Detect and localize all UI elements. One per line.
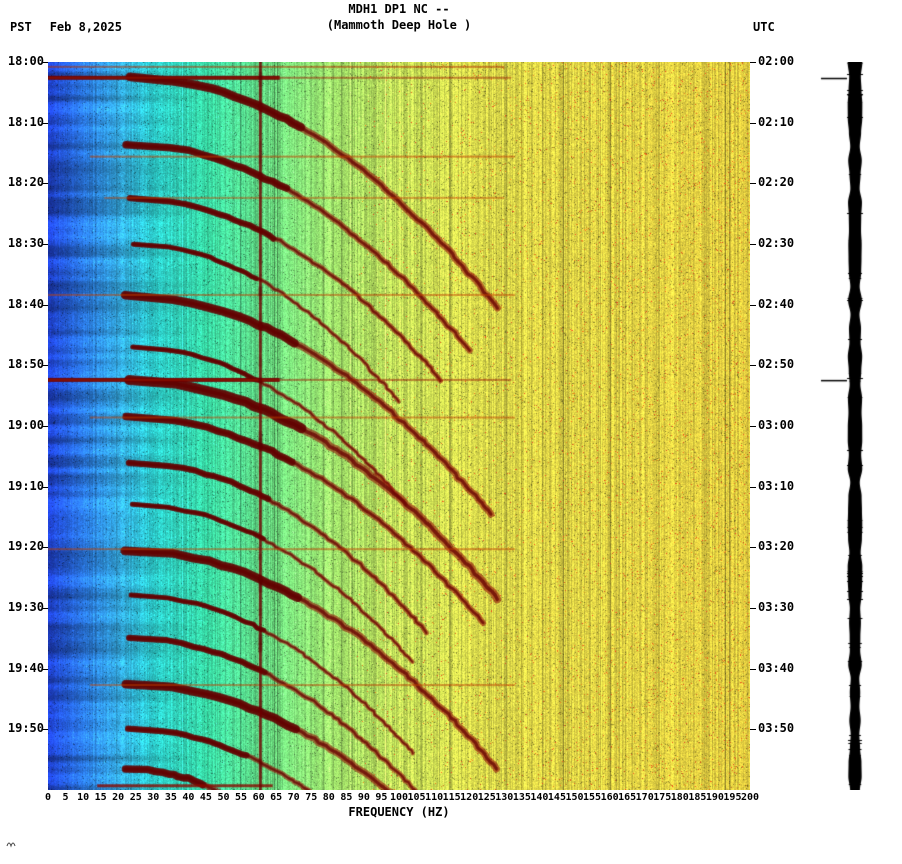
frequency-tick-label: 120 — [460, 792, 479, 803]
left-time-label: 19:30 — [7, 600, 44, 614]
right-time-label: 03:30 — [758, 600, 795, 614]
right-time-label: 02:30 — [758, 236, 795, 250]
right-axis-tick — [750, 62, 756, 63]
left-time-label: 19:50 — [7, 721, 44, 736]
right-axis-tick — [750, 304, 756, 306]
right-axis-tick — [750, 547, 756, 549]
right-axis-tick — [750, 668, 756, 670]
frequency-tick-label: 100 — [389, 792, 409, 803]
right-axis-tick — [750, 426, 756, 427]
left-time-label: 18:20 — [7, 175, 44, 190]
right-axis-tick — [750, 365, 756, 367]
timezone-right-label: UTC — [753, 20, 775, 34]
frequency-tick-label: 170 — [635, 792, 654, 803]
frequency-tick-label: 180 — [670, 792, 689, 803]
frequency-tick-label: 130 — [495, 792, 514, 803]
left-time-label: 18:40 — [7, 296, 44, 311]
frequency-tick-label: 165 — [618, 792, 637, 803]
frequency-tick-label: 90 — [357, 792, 370, 803]
frequency-tick-label: 135 — [512, 792, 531, 803]
frequency-axis-label: FREQUENCY (HZ) — [348, 805, 450, 819]
right-time-label: 02:50 — [758, 357, 795, 372]
left-time-label: 18:50 — [7, 357, 44, 372]
left-time-label: 18:30 — [7, 236, 44, 250]
frequency-tick-label: 10 — [77, 792, 90, 803]
right-axis-tick — [750, 183, 756, 185]
header-left: PST Feb 8,2025 — [10, 20, 122, 34]
frequency-tick-label: 5 — [62, 792, 69, 803]
right-axis-tick — [750, 608, 756, 609]
right-time-label: 03:50 — [758, 721, 795, 736]
timezone-left-label: PST — [10, 20, 32, 34]
frequency-tick-label: 30 — [147, 792, 160, 803]
frequency-tick-label: 200 — [740, 792, 760, 803]
frequency-tick-label: 185 — [688, 792, 707, 803]
right-axis-tick — [750, 122, 756, 124]
station-title: MDH1 DP1 NC -- — [348, 2, 450, 16]
spectrogram-heatmap — [48, 62, 750, 790]
right-time-label: 03:20 — [758, 539, 795, 554]
seismogram-amplitude-bar — [818, 62, 864, 790]
frequency-tick-label: 20 — [112, 792, 125, 803]
frequency-tick-label: 60 — [252, 792, 265, 803]
frequency-tick-label: 80 — [322, 792, 335, 803]
frequency-tick-label: 65 — [270, 792, 283, 803]
frequency-tick-label: 175 — [653, 792, 672, 803]
right-time-label: 02:10 — [758, 114, 795, 129]
date-label: Feb 8,2025 — [49, 20, 122, 34]
frequency-tick-label: 95 — [375, 792, 388, 803]
frequency-tick-label: 40 — [182, 792, 195, 803]
frequency-tick-label: 155 — [583, 792, 602, 803]
left-time-label: 19:40 — [7, 660, 44, 675]
corner-artifact — [6, 842, 16, 848]
frequency-tick-label: 15 — [94, 792, 107, 803]
left-time-label: 18:10 — [7, 114, 44, 129]
frequency-tick-label: 140 — [530, 792, 549, 803]
frequency-tick-label: 190 — [705, 792, 724, 803]
frequency-tick-label: 45 — [199, 792, 212, 803]
left-time-label: 19:00 — [7, 418, 44, 432]
right-time-label: 02:40 — [758, 296, 795, 311]
frequency-tick-label: 150 — [565, 792, 584, 803]
right-time-label: 03:00 — [758, 418, 795, 432]
left-time-label: 18:00 — [7, 54, 44, 68]
frequency-tick-label: 105 — [407, 792, 426, 803]
frequency-tick-label: 70 — [287, 792, 300, 803]
left-time-label: 19:10 — [7, 478, 44, 493]
frequency-tick-label: 160 — [600, 792, 619, 803]
frequency-tick-label: 110 — [425, 792, 444, 803]
frequency-tick-label: 35 — [164, 792, 177, 803]
right-axis-tick — [750, 486, 756, 488]
right-time-label: 03:40 — [758, 660, 795, 675]
right-time-label: 02:00 — [758, 54, 795, 68]
right-time-label: 02:20 — [758, 175, 795, 190]
frequency-tick-label: 85 — [340, 792, 353, 803]
frequency-tick-label: 50 — [217, 792, 230, 803]
frequency-tick-label: 0 — [44, 792, 52, 803]
right-time-label: 03:10 — [758, 478, 795, 493]
right-axis-tick — [750, 729, 756, 731]
frequency-tick-label: 55 — [235, 792, 248, 803]
station-subtitle: (Mammoth Deep Hole ) — [326, 18, 472, 32]
frequency-tick-label: 75 — [305, 792, 318, 803]
right-axis-tick — [750, 244, 756, 245]
frequency-tick-label: 115 — [442, 792, 461, 803]
frequency-tick-label: 125 — [477, 792, 496, 803]
frequency-tick-label: 25 — [129, 792, 142, 803]
frequency-tick-label: 195 — [723, 792, 742, 803]
left-time-label: 19:20 — [7, 539, 44, 554]
frequency-tick-label: 145 — [547, 792, 566, 803]
